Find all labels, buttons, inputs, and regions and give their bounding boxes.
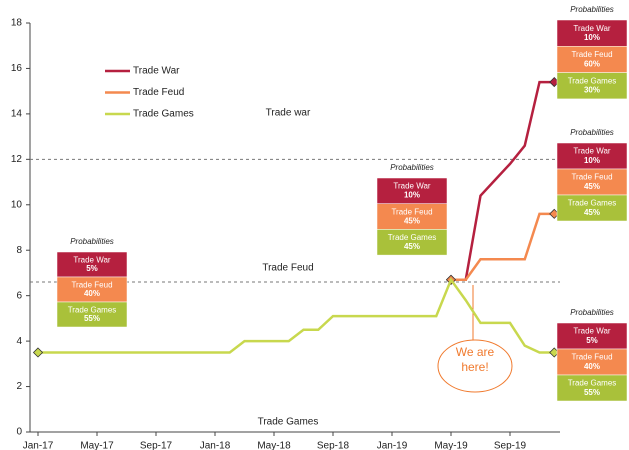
x-tick-label: Jan-17: [23, 441, 54, 450]
box-label: Trade Feud: [391, 207, 432, 216]
x-tick-label: Sep-17: [140, 441, 173, 450]
y-tick-label: 8: [16, 245, 22, 256]
y-tick-label: 2: [16, 381, 22, 392]
box-value: 10%: [584, 33, 600, 42]
x-tick-label: Sep-19: [494, 441, 527, 450]
box-row: [376, 177, 448, 204]
box-title: Probabilities: [570, 128, 614, 137]
y-tick-label: 16: [11, 63, 23, 74]
box-row: [556, 142, 628, 170]
box-row: [556, 19, 628, 47]
box-label: Trade War: [73, 255, 111, 264]
end-marker: [32, 347, 44, 358]
box-title: Probabilities: [70, 237, 114, 246]
legend-label: Trade Feud: [133, 87, 184, 98]
box-label: Trade Feud: [571, 173, 612, 182]
box-title: Probabilities: [390, 163, 434, 172]
x-tick-label: Jan-19: [377, 441, 408, 450]
box-value: 40%: [84, 289, 100, 298]
y-tick-label: 0: [16, 427, 22, 438]
box-row: [556, 374, 628, 402]
box-value: 45%: [584, 182, 600, 191]
x-tick-label: Sep-18: [317, 441, 350, 450]
box-value: 40%: [584, 362, 600, 371]
y-tick-label: 6: [16, 290, 22, 301]
annotation: Trade Feud: [262, 263, 313, 274]
y-tick-label: 14: [11, 109, 23, 120]
box-value: 45%: [584, 208, 600, 217]
box-label: Trade Games: [568, 379, 617, 388]
box-label: Trade War: [573, 24, 611, 33]
box-row: [556, 72, 628, 100]
box-label: Trade Games: [568, 199, 617, 208]
box-value: 55%: [584, 388, 600, 397]
box-row: [376, 203, 448, 230]
box-label: Trade Feud: [571, 50, 612, 59]
x-tick-label: May-19: [434, 441, 468, 450]
box-value: 55%: [84, 314, 100, 323]
x-tick-label: May-18: [257, 441, 291, 450]
x-tick-label: May-17: [80, 441, 114, 450]
box-row: [56, 301, 128, 328]
box-row: [556, 194, 628, 222]
box-row: [56, 251, 128, 278]
legend-label: Trade Games: [133, 109, 194, 120]
callout-text: We are here!: [455, 345, 495, 374]
box-row: [556, 46, 628, 73]
box-value: 30%: [584, 86, 600, 95]
y-tick-label: 18: [11, 18, 23, 29]
box-value: 45%: [404, 216, 420, 225]
legend-label: Trade War: [133, 66, 180, 77]
series-line: [38, 277, 555, 354]
box-row: [556, 322, 628, 350]
box-title: Probabilities: [570, 308, 614, 317]
box-row: [556, 348, 628, 376]
box-title: Probabilities: [570, 5, 614, 14]
box-label: Trade War: [393, 182, 431, 191]
box-label: Trade War: [573, 147, 611, 156]
box-label: Trade Games: [388, 233, 437, 242]
box-label: Trade Feud: [571, 353, 612, 362]
callout-ellipse: [437, 339, 513, 393]
box-value: 10%: [584, 156, 600, 165]
box-label: Trade Games: [68, 305, 117, 314]
x-tick-label: Jan-18: [200, 441, 231, 450]
box-label: Trade War: [573, 327, 611, 336]
box-row: [556, 168, 628, 196]
box-value: 10%: [404, 191, 420, 200]
series-line: [451, 80, 555, 282]
box-row: [376, 229, 448, 256]
y-tick-label: 12: [11, 154, 23, 165]
box-value: 5%: [586, 336, 598, 345]
box-row: [56, 276, 128, 303]
box-label: Trade Games: [568, 76, 617, 85]
box-value: 60%: [584, 59, 600, 68]
box-value: 5%: [86, 264, 98, 273]
series-line: [451, 212, 555, 282]
y-tick-label: 10: [11, 199, 23, 210]
box-label: Trade Feud: [71, 280, 112, 289]
annotation: Trade Games: [258, 417, 319, 428]
annotation: Trade war: [266, 108, 311, 119]
y-tick-label: 4: [16, 336, 22, 347]
box-value: 45%: [404, 242, 420, 251]
